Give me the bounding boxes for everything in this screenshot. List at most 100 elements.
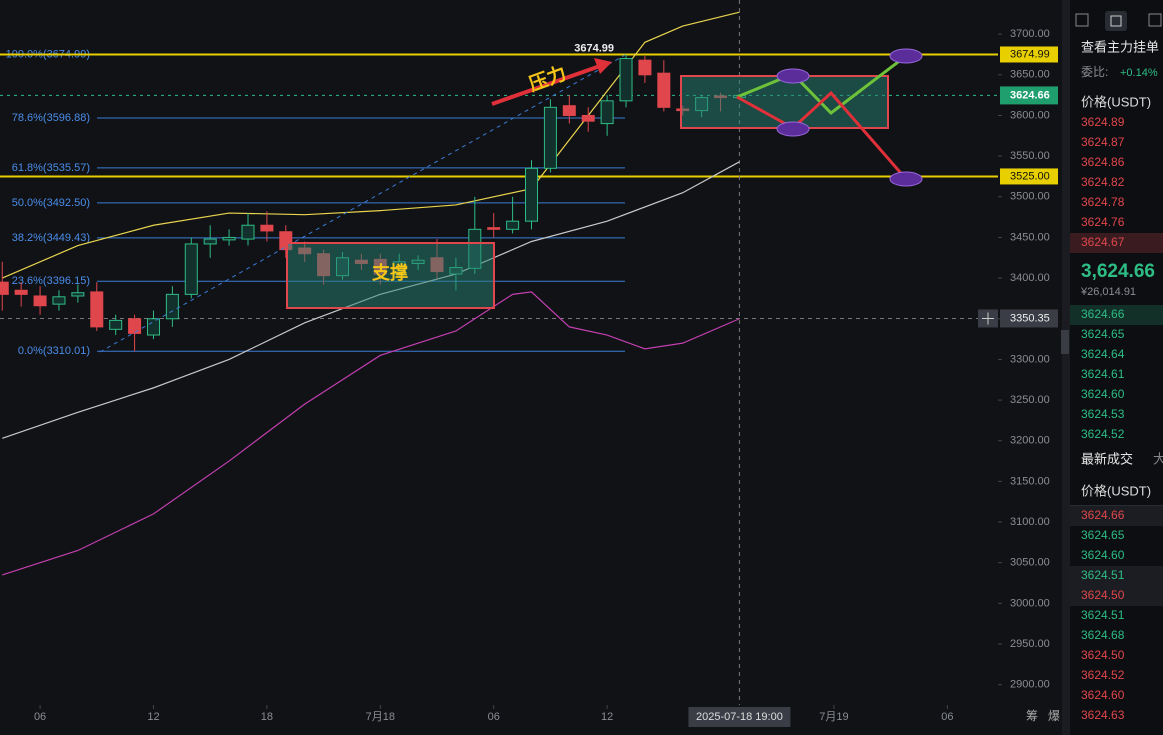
fib-label: 50.0%(3492.50) [12, 197, 90, 209]
candle-body [0, 281, 9, 295]
y-tick-label: 3150.00 [1010, 475, 1050, 487]
last-price: 3,624.66 [1081, 261, 1155, 282]
fib-label: 78.6%(3596.88) [12, 112, 90, 124]
candle-body [581, 114, 595, 122]
support-box [286, 242, 495, 309]
trade-price: 3624.52 [1081, 668, 1125, 682]
trade-tab[interactable]: 大 [1153, 451, 1163, 466]
ask-price: 3624.67 [1081, 235, 1125, 249]
x-tick-label: 06 [34, 711, 46, 723]
crosshair-x-tag [688, 707, 791, 727]
candle-body [109, 319, 123, 330]
candle-body [128, 318, 142, 334]
candle-body [657, 72, 671, 108]
icon[interactable] [1110, 15, 1122, 27]
candle-body [184, 243, 198, 295]
level-tag [1000, 46, 1058, 63]
fib-label: 61.8%(3535.57) [12, 162, 90, 174]
trade-price: 3624.65 [1081, 528, 1125, 542]
footer-tab: 爆 [1048, 709, 1060, 723]
y-tick-label: 2950.00 [1010, 638, 1050, 650]
y-tick-label: 3050.00 [1010, 557, 1050, 569]
y-tick-label: 3700.00 [1010, 28, 1050, 40]
trade-price: 3624.60 [1081, 688, 1125, 702]
candle-body [146, 318, 160, 336]
trade-price: 3624.63 [1081, 708, 1125, 722]
candle-body [260, 224, 274, 232]
candle-body [543, 106, 557, 169]
ask-price: 3624.76 [1081, 215, 1125, 229]
candle-body [600, 100, 614, 125]
candle-body [562, 105, 576, 116]
y-tick-label: 3250.00 [1010, 394, 1050, 406]
trade-price: 3624.68 [1081, 628, 1125, 642]
bid-price: 3624.65 [1081, 327, 1125, 341]
ask-price: 3624.78 [1081, 195, 1125, 209]
candle-body [506, 220, 520, 230]
candle-body [525, 167, 539, 222]
bid-price: 3624.53 [1081, 407, 1125, 421]
x-tick-label: 7月18 [366, 711, 395, 723]
ratio: +0.14% [1120, 67, 1158, 79]
ask-price: 3624.89 [1081, 115, 1125, 129]
y-tick-label: 3100.00 [1010, 516, 1050, 528]
crosshair-y-tag [1000, 309, 1058, 328]
row-bg [1070, 233, 1163, 253]
candle-body [241, 224, 255, 240]
fib-label: 23.6%(3396.15) [12, 275, 90, 287]
icon[interactable] [1105, 11, 1127, 31]
trade-tab[interactable]: 最新成交 [1081, 451, 1133, 466]
candle-body [619, 58, 633, 102]
panel-title: 查看主力挂单 [1081, 39, 1159, 54]
candle-body [14, 289, 28, 295]
panel-icons [1075, 11, 1162, 31]
candle-body [33, 295, 47, 307]
column-header: 价格(USDT) [1081, 483, 1151, 498]
x-tick-label: 12 [147, 711, 159, 723]
y-tick-label: 3200.00 [1010, 435, 1050, 447]
y-tick-label: 3600.00 [1010, 109, 1050, 121]
level-tag-label: 3525.00 [1010, 170, 1050, 182]
row-bg [1070, 586, 1163, 606]
trade-price: 3624.50 [1081, 588, 1125, 602]
trade-price: 3624.51 [1081, 568, 1125, 582]
bear-path [736, 90, 908, 180]
fib-label: 38.2%(3449.43) [12, 232, 90, 244]
y-tick-label: 3300.00 [1010, 353, 1050, 365]
y-tick-label: 3650.00 [1010, 69, 1050, 81]
target-marker [889, 171, 923, 187]
x-tick-label: 18 [261, 711, 273, 723]
range-box [680, 75, 889, 129]
last-price-cny: ¥26,014.91 [1080, 286, 1136, 298]
annotation: 支撑 [371, 262, 408, 283]
y-tick-label: 2900.00 [1010, 679, 1050, 691]
y-tick-label: 3000.00 [1010, 597, 1050, 609]
bid-price: 3624.60 [1081, 387, 1125, 401]
header-bg [1070, 505, 1163, 506]
x-tick-label: 06 [488, 711, 500, 723]
icon[interactable] [1148, 13, 1162, 27]
target-marker [776, 121, 810, 137]
arrow [491, 64, 601, 106]
trade-price: 3624.51 [1081, 608, 1125, 622]
x-tick-label: 06 [941, 711, 953, 723]
collapse-handle[interactable] [1061, 330, 1069, 354]
crosshair-y-label: 3350.35 [1010, 312, 1050, 324]
bid-price: 3624.66 [1081, 307, 1125, 321]
row-bg [1070, 566, 1163, 586]
icon[interactable] [1075, 13, 1089, 27]
divider[interactable] [1062, 0, 1070, 735]
ask-price: 3624.82 [1081, 175, 1125, 189]
plus-icon [982, 312, 994, 325]
bid-price: 3624.64 [1081, 347, 1125, 361]
candle-body [638, 59, 652, 76]
candle-body [203, 238, 217, 245]
row-bg [1070, 305, 1163, 325]
candle-body [52, 296, 66, 305]
side-panel [1070, 0, 1163, 735]
row-bg [1070, 506, 1163, 526]
trade-price: 3624.66 [1081, 508, 1125, 522]
y-tick-label: 3400.00 [1010, 272, 1050, 284]
